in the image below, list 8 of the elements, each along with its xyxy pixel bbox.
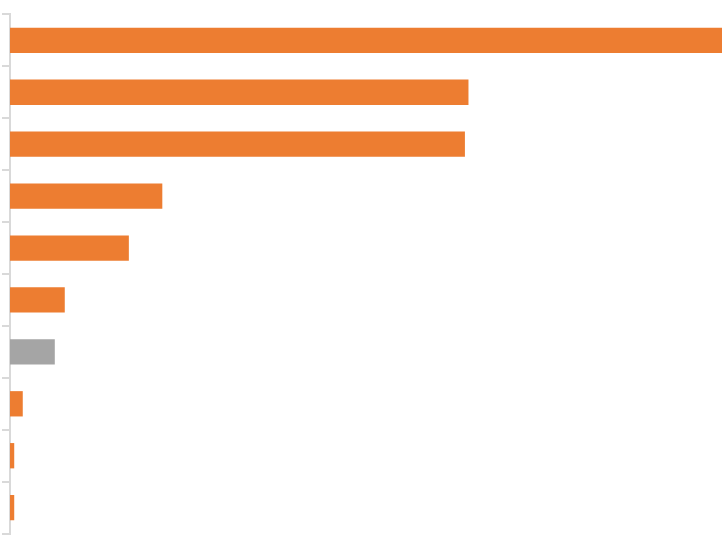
bar: [10, 339, 55, 365]
bar: [10, 235, 129, 261]
bar: [10, 183, 163, 209]
bar: [10, 27, 722, 54]
bar: [10, 287, 65, 313]
bar: [10, 391, 23, 417]
bar: [10, 79, 469, 105]
bar: [10, 131, 465, 157]
